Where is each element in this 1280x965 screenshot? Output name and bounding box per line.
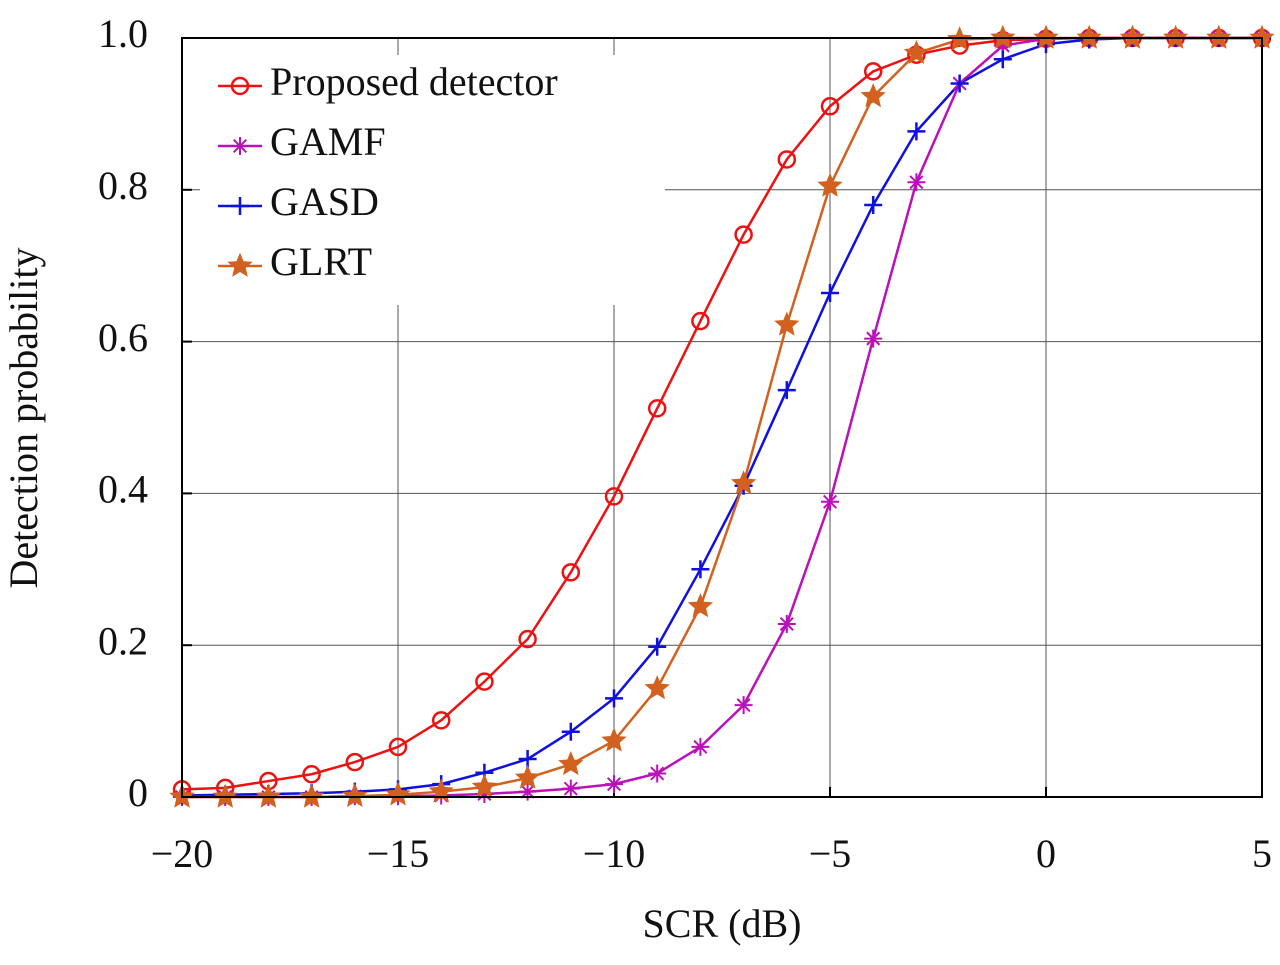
data-point xyxy=(950,74,969,93)
data-point xyxy=(605,775,623,794)
y-tick-label: 0.8 xyxy=(98,163,148,208)
data-point xyxy=(385,781,411,806)
data-point xyxy=(388,737,408,757)
data-point xyxy=(431,711,451,730)
data-point xyxy=(518,782,537,801)
data-point xyxy=(647,399,667,418)
data-point xyxy=(734,696,753,715)
data-point xyxy=(1033,24,1059,49)
data-point xyxy=(345,752,365,772)
legend-label: GAMF xyxy=(270,119,386,164)
y-tick-label: 1.0 xyxy=(98,11,148,56)
data-point xyxy=(860,83,886,108)
data-point xyxy=(864,195,883,214)
data-point xyxy=(864,329,883,348)
x-tick-label: −20 xyxy=(151,831,214,876)
legend-marker xyxy=(231,137,249,155)
data-point xyxy=(604,487,624,506)
data-point xyxy=(687,593,714,618)
data-point xyxy=(255,783,282,808)
data-point xyxy=(471,773,498,798)
data-point xyxy=(605,689,623,708)
data-point xyxy=(691,560,710,579)
x-tick-label: −15 xyxy=(367,831,430,876)
legend-label: GLRT xyxy=(270,239,372,284)
data-point xyxy=(518,629,537,649)
data-point xyxy=(1076,24,1102,49)
data-point xyxy=(1162,24,1189,49)
data-point xyxy=(821,284,839,303)
y-tick-label: 0.2 xyxy=(98,618,148,663)
legend-marker xyxy=(227,252,253,277)
y-tick-label: 0.6 xyxy=(98,315,148,360)
data-point xyxy=(907,122,926,141)
x-tick-label: 0 xyxy=(1036,831,1056,876)
y-axis-label: Detection probability xyxy=(1,247,46,588)
x-tick-label: −10 xyxy=(583,831,646,876)
legend-box xyxy=(200,55,665,305)
x-tick-label: 5 xyxy=(1252,831,1272,876)
data-point xyxy=(990,24,1016,49)
data-point xyxy=(777,150,797,169)
y-tick-label: 0.4 xyxy=(98,467,148,512)
legend-marker xyxy=(231,197,249,215)
data-point xyxy=(993,36,1012,55)
data-point xyxy=(601,727,627,752)
legend-label: GASD xyxy=(270,179,379,224)
data-point xyxy=(558,751,584,776)
data-point xyxy=(774,311,800,336)
data-point xyxy=(777,381,796,400)
data-point xyxy=(734,225,753,244)
data-point xyxy=(298,783,325,808)
plot-frame xyxy=(181,37,1263,798)
y-tick-label: 0 xyxy=(128,770,148,815)
data-point xyxy=(1206,24,1232,49)
data-point xyxy=(863,62,883,81)
data-point xyxy=(212,783,238,808)
data-point xyxy=(342,782,368,808)
data-point xyxy=(475,784,494,803)
data-point xyxy=(648,764,667,783)
data-point xyxy=(561,563,581,582)
data-point xyxy=(1119,24,1146,49)
x-axis-label: SCR (dB) xyxy=(643,901,802,946)
data-point xyxy=(907,173,926,192)
data-point xyxy=(561,779,580,798)
x-tick-label: −5 xyxy=(809,831,852,876)
data-point xyxy=(691,737,710,756)
data-point xyxy=(993,50,1012,69)
data-point xyxy=(561,722,580,741)
data-point xyxy=(514,764,541,789)
data-point xyxy=(475,672,494,691)
legend-label: Proposed detector xyxy=(270,59,558,104)
data-point xyxy=(648,637,667,656)
data-point xyxy=(777,614,796,633)
data-point xyxy=(691,311,710,331)
legend-marker xyxy=(230,76,250,96)
data-point xyxy=(817,172,843,197)
data-point xyxy=(730,470,757,495)
data-point xyxy=(820,97,840,116)
data-point xyxy=(644,675,670,700)
data-point xyxy=(821,492,839,511)
data-point xyxy=(302,764,321,784)
data-point xyxy=(903,39,930,64)
